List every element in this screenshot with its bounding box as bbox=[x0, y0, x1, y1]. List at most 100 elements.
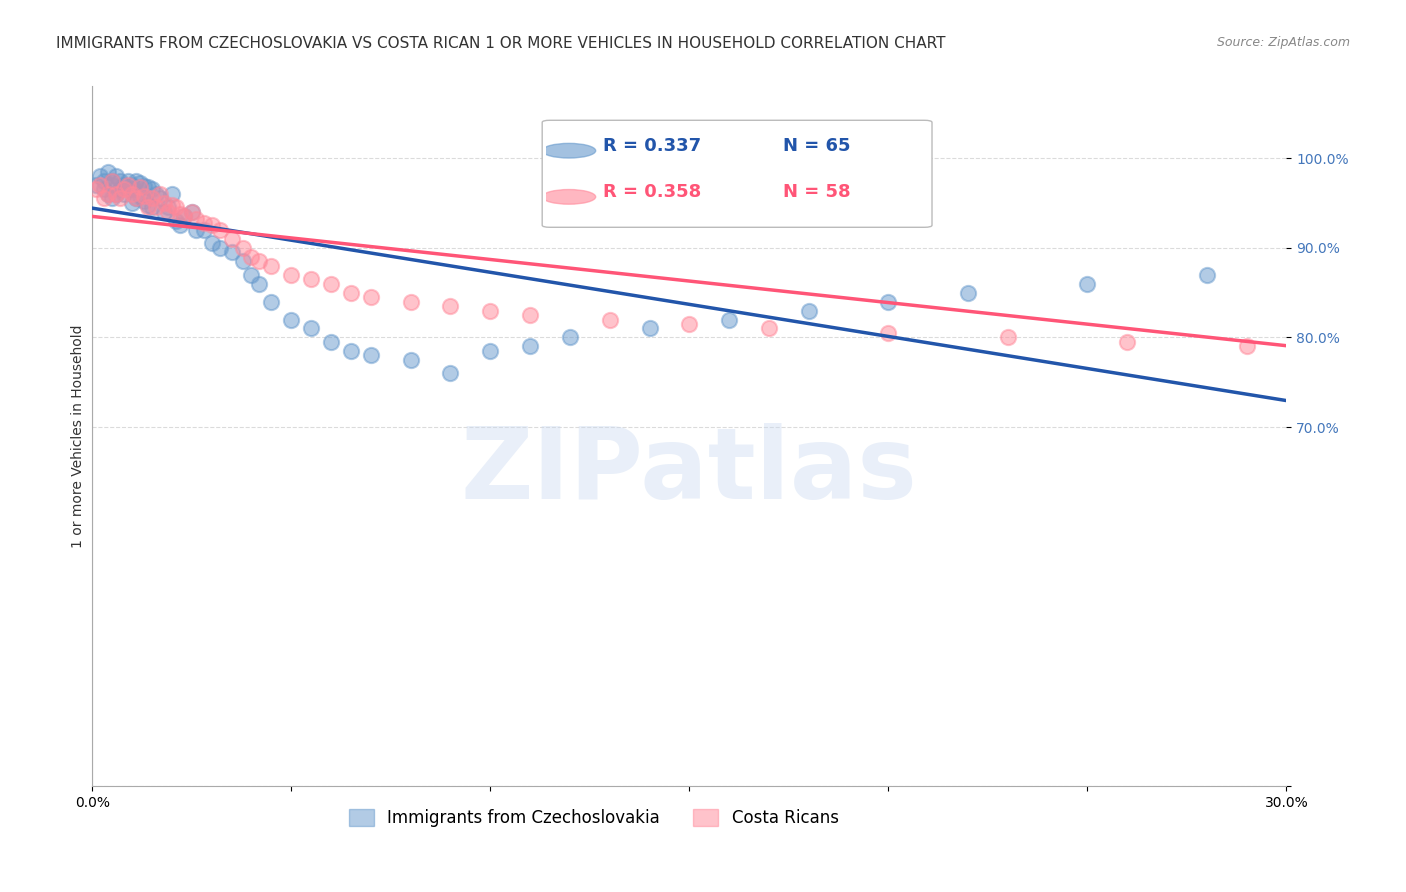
Point bbox=[165, 214, 187, 228]
Point bbox=[439, 367, 461, 381]
Point bbox=[638, 321, 661, 335]
Point bbox=[877, 326, 900, 340]
Point bbox=[184, 212, 207, 227]
Point bbox=[136, 198, 159, 212]
Point bbox=[136, 201, 159, 215]
Point bbox=[136, 179, 159, 194]
Point bbox=[340, 285, 363, 300]
Point bbox=[89, 178, 111, 192]
Point bbox=[678, 317, 700, 331]
Point bbox=[247, 277, 270, 291]
Point bbox=[84, 178, 107, 192]
Point bbox=[121, 196, 143, 211]
Point bbox=[201, 219, 224, 233]
Point bbox=[97, 164, 120, 178]
Point bbox=[260, 259, 283, 273]
Point bbox=[97, 186, 120, 201]
Point bbox=[129, 179, 152, 194]
Point bbox=[112, 182, 135, 196]
Point bbox=[232, 254, 254, 268]
Point bbox=[260, 294, 283, 309]
Point bbox=[93, 191, 115, 205]
Point bbox=[173, 210, 195, 224]
Point bbox=[599, 312, 621, 326]
Point bbox=[117, 173, 139, 187]
Y-axis label: 1 or more Vehicles in Household: 1 or more Vehicles in Household bbox=[72, 325, 86, 548]
Point bbox=[758, 321, 780, 335]
Point bbox=[84, 182, 107, 196]
Point bbox=[149, 191, 172, 205]
Point bbox=[108, 173, 131, 187]
Point bbox=[108, 182, 131, 196]
Point bbox=[145, 186, 167, 201]
Point bbox=[997, 330, 1019, 344]
Point bbox=[519, 308, 541, 322]
Point bbox=[101, 173, 124, 187]
Point bbox=[93, 173, 115, 187]
Point bbox=[479, 343, 502, 358]
Point bbox=[184, 223, 207, 237]
Point bbox=[112, 178, 135, 192]
Point bbox=[208, 241, 231, 255]
Point bbox=[105, 169, 128, 183]
Text: IMMIGRANTS FROM CZECHOSLOVAKIA VS COSTA RICAN 1 OR MORE VEHICLES IN HOUSEHOLD CO: IMMIGRANTS FROM CZECHOSLOVAKIA VS COSTA … bbox=[56, 36, 946, 51]
Point bbox=[319, 334, 342, 349]
Point bbox=[101, 178, 124, 192]
Point bbox=[112, 186, 135, 201]
Point bbox=[121, 186, 143, 201]
Point bbox=[153, 205, 176, 219]
Point bbox=[221, 232, 243, 246]
Point bbox=[240, 268, 263, 282]
Point bbox=[149, 186, 172, 201]
Point bbox=[479, 303, 502, 318]
Point bbox=[558, 330, 581, 344]
Point bbox=[169, 207, 191, 221]
Point bbox=[280, 312, 302, 326]
Point bbox=[173, 210, 195, 224]
Point bbox=[956, 285, 979, 300]
Point bbox=[360, 348, 382, 362]
Point bbox=[180, 205, 202, 219]
Point bbox=[129, 176, 152, 190]
Point bbox=[132, 178, 155, 193]
Point bbox=[145, 201, 167, 215]
Point bbox=[208, 223, 231, 237]
Point bbox=[141, 182, 163, 196]
Point bbox=[1236, 339, 1258, 353]
Point bbox=[132, 194, 155, 208]
Point bbox=[156, 201, 179, 215]
Point bbox=[319, 277, 342, 291]
Point bbox=[160, 198, 183, 212]
Point bbox=[141, 191, 163, 205]
Point bbox=[156, 205, 179, 219]
Point bbox=[399, 352, 422, 367]
Point bbox=[180, 205, 202, 219]
Point bbox=[399, 294, 422, 309]
Point bbox=[169, 219, 191, 233]
Text: ZIPatlas: ZIPatlas bbox=[461, 423, 918, 519]
Point bbox=[247, 254, 270, 268]
Point bbox=[1195, 268, 1218, 282]
Point bbox=[141, 201, 163, 215]
Point bbox=[121, 178, 143, 192]
Point bbox=[1076, 277, 1098, 291]
Point bbox=[193, 223, 215, 237]
Point bbox=[89, 169, 111, 183]
Point bbox=[117, 182, 139, 196]
Point bbox=[280, 268, 302, 282]
Point bbox=[193, 216, 215, 230]
Point bbox=[101, 173, 124, 187]
Point bbox=[121, 182, 143, 196]
Point bbox=[125, 173, 148, 187]
Point bbox=[132, 188, 155, 202]
Point bbox=[97, 186, 120, 201]
Legend: Immigrants from Czechoslovakia, Costa Ricans: Immigrants from Czechoslovakia, Costa Ri… bbox=[342, 802, 845, 833]
Point bbox=[201, 236, 224, 251]
Point bbox=[93, 182, 115, 196]
Point bbox=[105, 186, 128, 201]
Point bbox=[299, 272, 322, 286]
Point bbox=[360, 290, 382, 304]
Point bbox=[1315, 343, 1337, 358]
Point bbox=[340, 343, 363, 358]
Point bbox=[108, 191, 131, 205]
